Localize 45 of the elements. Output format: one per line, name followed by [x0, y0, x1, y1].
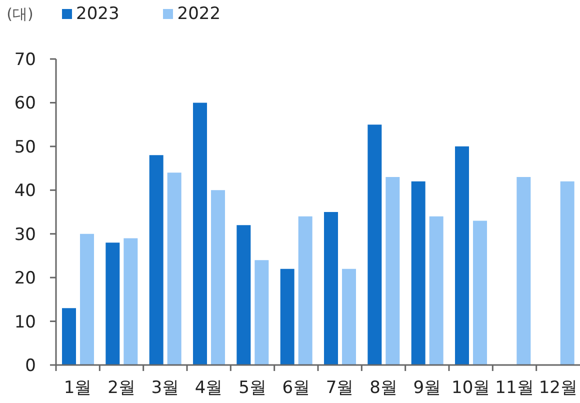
bar — [473, 220, 487, 365]
x-tick-label: 8월 — [370, 378, 398, 398]
x-tick-label: 12월 — [538, 378, 578, 398]
y-tick-label: 30 — [14, 224, 36, 245]
bar — [411, 181, 426, 365]
bar — [516, 177, 531, 365]
y-tick-label: 0 — [25, 356, 36, 376]
legend-label: 2022 — [177, 4, 221, 24]
x-tick-label: 11월 — [495, 378, 534, 398]
x-tick-label: 4월 — [194, 378, 223, 398]
bar — [455, 146, 469, 365]
bar — [324, 212, 338, 365]
x-tick-label: 10월 — [452, 378, 490, 398]
y-tick-label: 50 — [14, 137, 36, 158]
y-tick-label: 10 — [14, 312, 36, 332]
y-tick-label: 20 — [14, 268, 36, 289]
bar — [167, 172, 182, 365]
bar — [429, 216, 444, 365]
bar — [254, 260, 269, 365]
bar — [342, 268, 356, 365]
y-axis-title: (대) — [6, 5, 34, 23]
bar — [368, 124, 382, 365]
bar — [298, 216, 312, 365]
bar — [149, 155, 164, 365]
x-tick-label: 7월 — [326, 378, 354, 398]
x-tick-label: 9월 — [413, 378, 442, 398]
x-tick-label: 2월 — [108, 378, 136, 398]
bar — [560, 181, 574, 365]
x-tick-label: 3월 — [151, 378, 180, 398]
y-tick-label: 40 — [14, 181, 36, 202]
legend-label: 2023 — [76, 4, 120, 24]
bar — [386, 177, 400, 365]
bar — [80, 234, 94, 365]
bar — [211, 190, 225, 365]
x-tick-label: 1월 — [64, 378, 92, 398]
bar — [62, 308, 76, 365]
bar — [236, 225, 251, 365]
bar — [106, 242, 120, 365]
bar — [124, 238, 138, 365]
bar — [280, 268, 294, 365]
y-tick-label: 60 — [14, 94, 36, 114]
x-tick-label: 5월 — [238, 378, 266, 398]
y-tick-label: 70 — [14, 50, 36, 70]
bar — [193, 102, 207, 365]
x-tick-label: 6월 — [282, 378, 310, 398]
